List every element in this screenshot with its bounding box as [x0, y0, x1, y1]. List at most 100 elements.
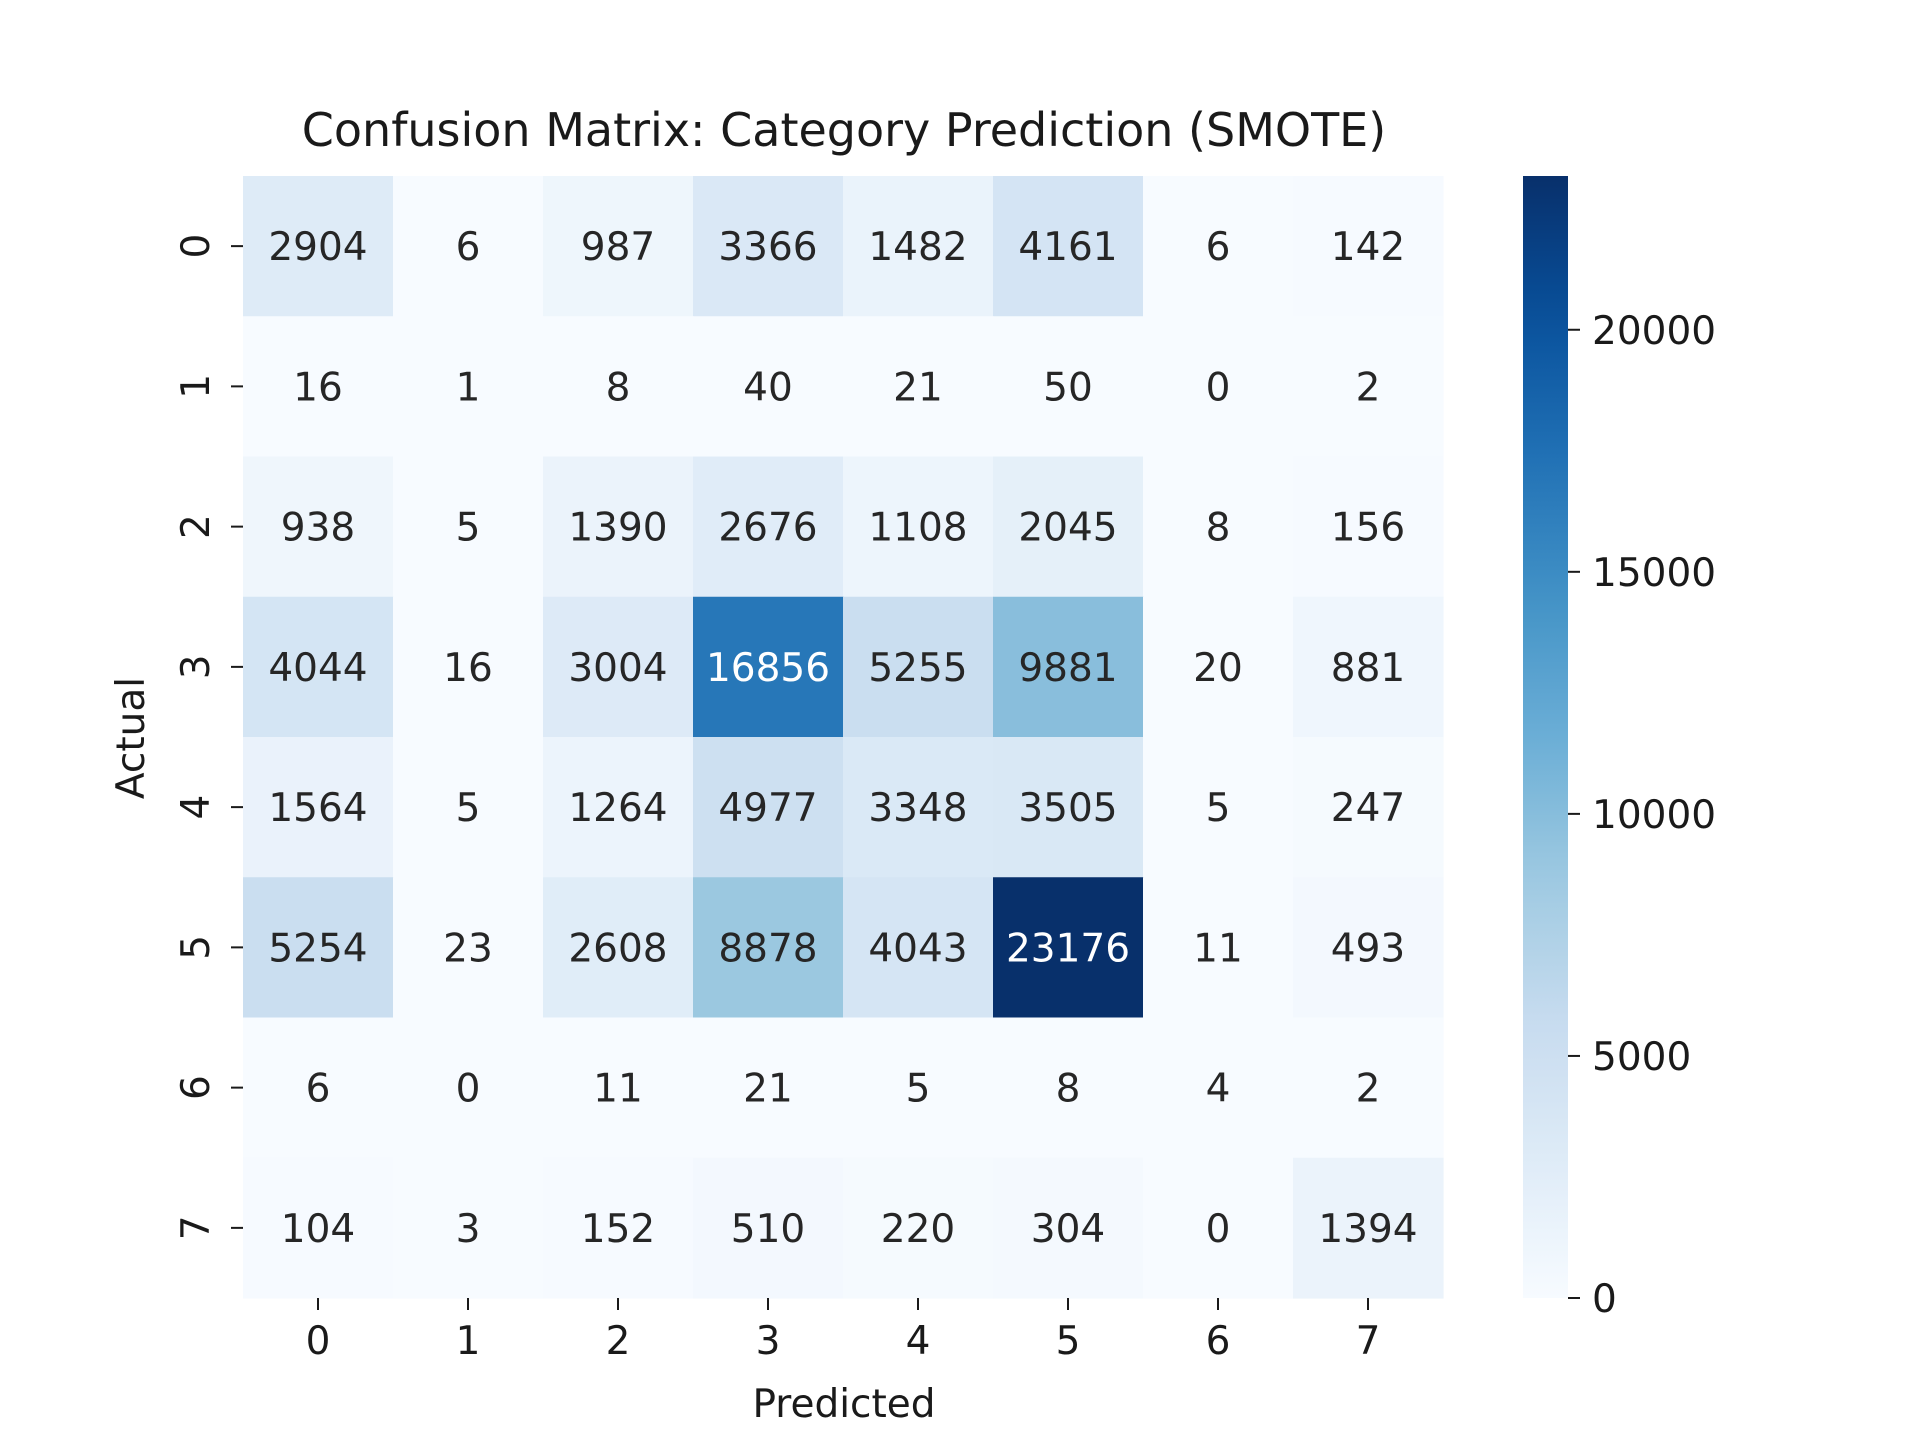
heatmap-cell-r1-c3	[693, 316, 844, 458]
cell-value-r6-c7: 2	[1356, 1067, 1381, 1112]
cell-value-r2-c2: 1390	[568, 506, 667, 551]
cell-value-r3-c4: 5255	[868, 646, 967, 691]
cell-value-r7-c1: 3	[456, 1207, 481, 1252]
heatmap-cell-r3-c2	[543, 596, 694, 738]
heatmap-cell-r7-c4	[843, 1157, 994, 1299]
heatmap-cell-r4-c6	[1143, 737, 1294, 878]
cell-value-r0-c7: 142	[1331, 225, 1405, 270]
cell-value-r6-c4: 5	[906, 1067, 931, 1112]
x-tick-label-5: 5	[1056, 1319, 1081, 1364]
cell-value-r2-c5: 2045	[1018, 506, 1117, 551]
y-tick-label-0: 0	[174, 234, 219, 259]
x-tick-label-4: 4	[906, 1319, 931, 1364]
chart-title: Confusion Matrix: Category Prediction (S…	[302, 103, 1386, 157]
heatmap-cell-r4-c3	[693, 737, 844, 878]
heatmap-cell-r2-c0	[243, 456, 394, 598]
cell-value-r0-c4: 1482	[868, 225, 967, 270]
heatmap-cell-r6-c5	[993, 1017, 1144, 1159]
heatmap-cell-r5-c6	[1143, 877, 1294, 1019]
heatmap-cell-r3-c4	[843, 596, 994, 738]
heatmap-cell-r3-c1	[393, 596, 544, 738]
x-tick-label-3: 3	[756, 1319, 781, 1364]
x-axis-ticks: 0 1 2 3 4 5 6 7	[306, 1298, 1381, 1364]
heatmap-cell-r7-c2	[543, 1157, 694, 1299]
x-tick-label-6: 6	[1206, 1319, 1231, 1364]
heatmap-cell-r3-c5	[993, 596, 1144, 738]
heatmap-cell-r1-c5	[993, 316, 1144, 458]
heatmap-cells	[243, 176, 1444, 1299]
x-tick-label-1: 1	[456, 1319, 481, 1364]
cell-value-r0-c5: 4161	[1018, 225, 1117, 270]
cell-value-r0-c3: 3366	[718, 225, 817, 270]
heatmap-cell-r5-c1	[393, 877, 544, 1019]
x-tick-label-7: 7	[1356, 1319, 1381, 1364]
heatmap-cell-r5-c0	[243, 877, 394, 1019]
heatmap-cell-r6-c3	[693, 1017, 844, 1159]
cell-value-r0-c2: 987	[581, 225, 655, 270]
y-axis-label: Actual	[109, 677, 154, 799]
heatmap-cell-r3-c6	[1143, 596, 1294, 738]
cell-value-r2-c4: 1108	[868, 506, 967, 551]
y-tick-label-4: 4	[174, 795, 219, 820]
cell-value-r5-c4: 4043	[868, 926, 967, 971]
y-tick-label-1: 1	[174, 374, 219, 399]
heatmap-cell-r2-c7	[1293, 456, 1444, 598]
heatmap-cell-r7-c1	[393, 1157, 544, 1299]
cell-value-r7-c2: 152	[581, 1207, 655, 1252]
colorbar-tick-label-10000: 10000	[1592, 793, 1716, 838]
heatmap-cell-r7-c7	[1293, 1157, 1444, 1299]
heatmap-cell-r1-c4	[843, 316, 994, 458]
heatmap-cell-r5-c5	[993, 877, 1144, 1019]
cell-value-r3-c2: 3004	[568, 646, 667, 691]
cell-value-r7-c6: 0	[1206, 1207, 1231, 1252]
heatmap-cell-r0-c3	[693, 176, 844, 317]
heatmap-cell-r5-c3	[693, 877, 844, 1019]
cell-value-r4-c5: 3505	[1018, 786, 1117, 831]
heatmap-cell-r3-c7	[1293, 596, 1444, 738]
heatmap-cell-r2-c4	[843, 456, 994, 598]
y-axis-ticks: 0 1 2 3 4 5 6 7	[174, 234, 243, 1240]
cell-value-r4-c6: 5	[1206, 786, 1231, 831]
cell-value-r2-c0: 938	[281, 506, 355, 551]
heatmap-cell-r6-c6	[1143, 1017, 1294, 1159]
heatmap-cell-r2-c5	[993, 456, 1144, 598]
heatmap-cell-r1-c1	[393, 316, 544, 458]
cell-value-r4-c2: 1264	[568, 786, 667, 831]
cell-value-r3-c5: 9881	[1018, 646, 1117, 691]
cell-value-r3-c3: 16856	[706, 646, 830, 691]
cell-value-r6-c2: 11	[593, 1067, 643, 1112]
cell-value-r4-c7: 247	[1331, 786, 1405, 831]
colorbar-tick-label-5000: 5000	[1592, 1035, 1691, 1080]
cell-value-r5-c2: 2608	[568, 926, 667, 971]
cell-value-r7-c7: 1394	[1318, 1207, 1417, 1252]
cell-value-r1-c4: 21	[893, 365, 943, 410]
cell-value-r4-c4: 3348	[868, 786, 967, 831]
heatmap-cell-r2-c1	[393, 456, 544, 598]
cell-value-r6-c0: 6	[306, 1067, 331, 1112]
cell-value-r6-c5: 8	[1056, 1067, 1081, 1112]
cell-value-r2-c3: 2676	[718, 506, 817, 551]
heatmap-cell-r7-c3	[693, 1157, 844, 1299]
heatmap-cell-r0-c2	[543, 176, 694, 317]
cell-value-r1-c2: 8	[606, 365, 631, 410]
heatmap-cell-r4-c1	[393, 737, 544, 878]
cell-value-r3-c1: 16	[443, 646, 493, 691]
heatmap-cell-r4-c0	[243, 737, 394, 878]
cell-value-r2-c7: 156	[1331, 506, 1405, 551]
cell-value-r0-c6: 6	[1206, 225, 1231, 270]
cell-value-r1-c1: 1	[456, 365, 481, 410]
x-tick-label-2: 2	[606, 1319, 631, 1364]
cell-value-r1-c0: 16	[293, 365, 343, 410]
heatmap-cell-r0-c5	[993, 176, 1144, 317]
y-tick-label-7: 7	[174, 1215, 219, 1240]
cell-value-r6-c6: 4	[1206, 1067, 1231, 1112]
heatmap-cell-r0-c0	[243, 176, 394, 317]
cell-value-r1-c7: 2	[1356, 365, 1381, 410]
heatmap-cell-r6-c2	[543, 1017, 694, 1159]
y-tick-label-3: 3	[174, 654, 219, 679]
colorbar-tick-label-20000: 20000	[1592, 309, 1716, 354]
heatmap-cell-r6-c0	[243, 1017, 394, 1159]
heatmap-cell-r4-c5	[993, 737, 1144, 878]
